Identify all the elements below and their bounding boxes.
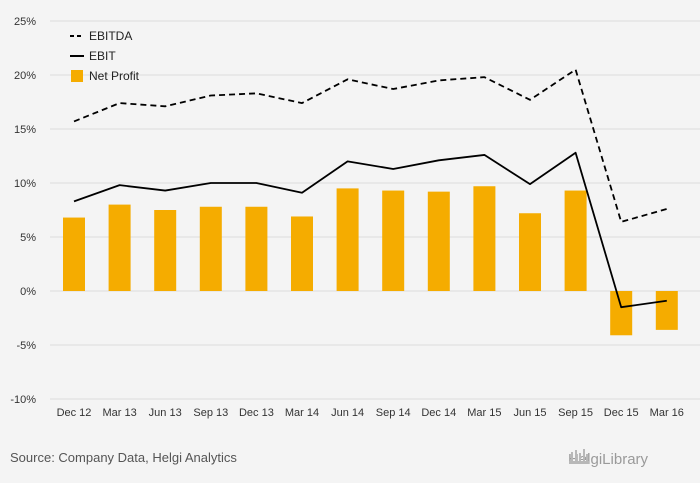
y-tick-label: 5% — [20, 232, 36, 244]
source-note: Source: Company Data, Helgi Analytics — [10, 450, 237, 465]
legend-label: Net Profit — [89, 69, 140, 83]
x-tick-label: Jun 13 — [149, 407, 182, 419]
y-tick-label: 10% — [14, 178, 36, 190]
net-profit-bar — [291, 216, 313, 291]
y-tick-label: -5% — [16, 340, 36, 352]
x-tick-label: Mar 16 — [650, 407, 684, 419]
x-tick-label: Dec 13 — [239, 407, 274, 419]
net-profit-bar — [199, 206, 222, 291]
x-tick-label: Sep 14 — [376, 407, 411, 419]
net-profit-bar — [336, 188, 359, 291]
y-tick-label: 0% — [20, 286, 36, 298]
net-profit-bar — [108, 204, 131, 291]
y-tick-label: 20% — [14, 70, 36, 82]
net-profit-bar — [655, 291, 678, 330]
x-tick-label: Jun 14 — [331, 407, 364, 419]
net-profit-bar — [154, 210, 177, 291]
legend-symbol-net-profit — [71, 70, 83, 82]
x-tick-label: Jun 15 — [513, 407, 546, 419]
x-tick-label: Mar 14 — [285, 407, 319, 419]
net-profit-bar — [519, 213, 541, 291]
net-profit-bar — [382, 190, 405, 291]
x-tick-label: Mar 13 — [102, 407, 136, 419]
library-logo-icon — [569, 449, 589, 464]
legend-label: EBITDA — [89, 29, 132, 43]
ebit-line — [73, 151, 667, 309]
legend-label: EBIT — [89, 49, 116, 63]
net-profit-bar — [245, 206, 268, 291]
net-profit-bar — [63, 217, 85, 291]
net-profit-bar — [610, 291, 633, 336]
x-tick-label: Sep 13 — [193, 407, 228, 419]
ebitda-line — [73, 68, 668, 223]
y-tick-label: 15% — [14, 124, 36, 136]
net-profit-bar — [564, 190, 587, 291]
x-tick-label: Dec 12 — [57, 407, 92, 419]
y-tick-label: -10% — [10, 394, 36, 406]
helgi-library-logo: HelgiLibrary — [568, 446, 692, 472]
net-profit-bar — [427, 191, 450, 291]
x-tick-label: Mar 15 — [467, 407, 501, 419]
x-tick-label: Dec 15 — [604, 407, 639, 419]
x-tick-label: Dec 14 — [421, 407, 456, 419]
x-tick-label: Sep 15 — [558, 407, 593, 419]
net-profit-bar — [473, 186, 496, 291]
y-tick-label: 25% — [14, 16, 36, 28]
